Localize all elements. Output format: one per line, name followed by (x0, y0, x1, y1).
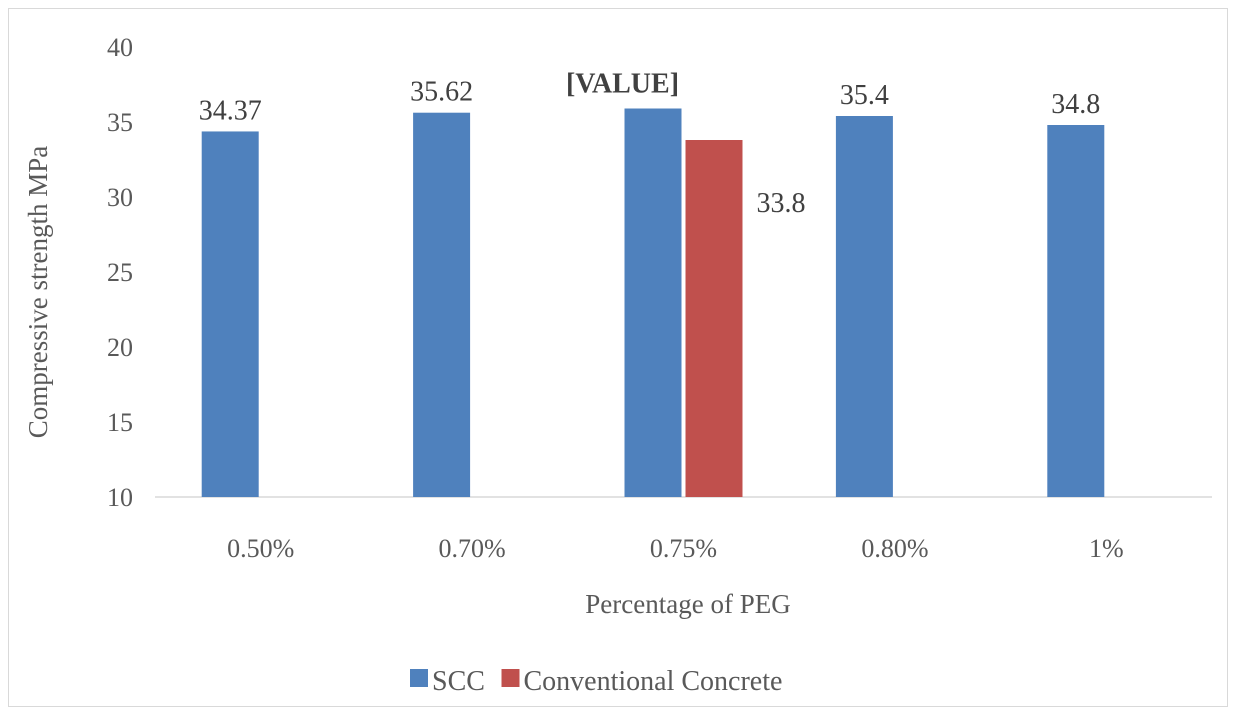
legend-swatch (501, 669, 520, 687)
legend-swatch (410, 669, 428, 687)
x-axis-title: Percentage of PEG (585, 589, 790, 619)
y-tick-label: 40 (107, 33, 133, 62)
bar-conventional-concrete (685, 140, 743, 497)
y-tick-label: 35 (107, 108, 133, 137)
data-label: 35.4 (840, 80, 889, 111)
x-tick-label: 0.50% (227, 534, 294, 563)
y-tick-label: 10 (107, 483, 133, 512)
x-tick-label: 0.75% (650, 534, 717, 563)
bar-scc (835, 116, 893, 497)
y-tick-label: 30 (107, 183, 133, 212)
x-tick-label: 0.80% (861, 534, 928, 563)
data-label: 34.8 (1051, 89, 1100, 120)
y-tick-label: 25 (107, 258, 133, 287)
x-tick-label: 1% (1089, 534, 1124, 563)
data-label: [VALUE] (566, 69, 679, 100)
y-tick-label: 15 (107, 408, 133, 437)
legend-label: SCC (432, 666, 485, 697)
legend: SCC Conventional Concrete (410, 666, 782, 697)
bar-scc (624, 108, 682, 497)
x-tick-label: 0.70% (439, 534, 506, 563)
data-label: 34.37 (199, 95, 262, 126)
bar-scc (413, 112, 471, 497)
data-label: 33.8 (757, 188, 806, 219)
bar-scc (1047, 125, 1105, 497)
y-tick-label: 20 (107, 333, 133, 362)
legend-label: Conventional Concrete (524, 666, 783, 697)
bar-scc (201, 131, 259, 497)
data-label: 35.62 (410, 77, 473, 108)
y-axis-title: Compressive strength MPa (23, 146, 53, 438)
